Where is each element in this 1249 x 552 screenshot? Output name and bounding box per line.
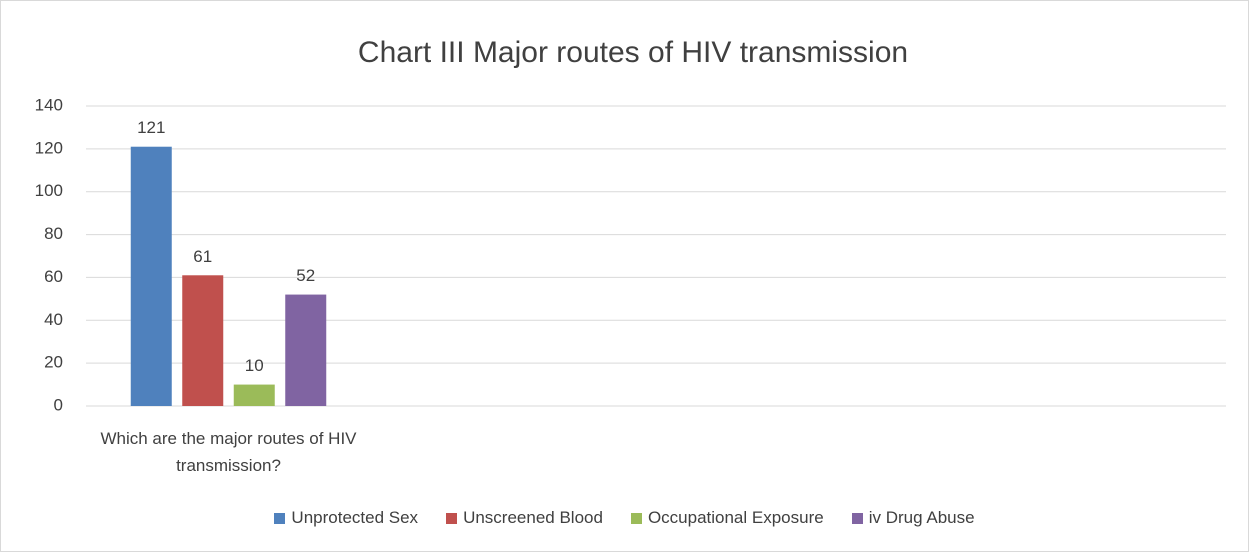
bar	[285, 294, 327, 406]
legend-label: iv Drug Abuse	[868, 508, 975, 527]
legend-swatch	[274, 512, 286, 524]
legend-item: iv Drug Abuse	[851, 508, 975, 528]
legend-item: Occupational Exposure	[630, 508, 824, 528]
bar	[233, 384, 275, 406]
legend: Unprotected Sex Unscreened Blood Occupatio…	[1, 508, 1248, 528]
y-tick-label: 100	[35, 181, 63, 200]
x-tick-label: Which are the major routes of HIV transm…	[100, 429, 357, 475]
bar	[130, 146, 172, 406]
y-tick-label: 60	[44, 267, 63, 286]
y-tick-label: 140	[35, 95, 63, 114]
legend-swatch	[851, 512, 863, 524]
legend-swatch	[630, 512, 642, 524]
bar	[182, 275, 224, 406]
data-label: 61	[193, 247, 212, 266]
y-tick-label: 40	[44, 310, 63, 329]
data-label: 52	[296, 266, 315, 285]
y-tick-label: 120	[35, 138, 63, 157]
y-tick-label: 0	[54, 395, 63, 414]
y-tick-label: 20	[44, 353, 63, 372]
data-label: 121	[137, 118, 165, 137]
chart-title: Chart III Major routes of HIV transmissi…	[358, 36, 908, 69]
legend-item: Unscreened Blood	[446, 508, 603, 528]
legend-item: Unprotected Sex	[274, 508, 418, 528]
y-tick-label: 80	[44, 224, 63, 243]
legend-label: Occupational Exposure	[647, 508, 824, 527]
legend-swatch	[446, 512, 458, 524]
legend-label: Unprotected Sex	[291, 508, 419, 527]
legend-label: Unscreened Blood	[463, 508, 603, 527]
data-label: 10	[245, 356, 264, 375]
